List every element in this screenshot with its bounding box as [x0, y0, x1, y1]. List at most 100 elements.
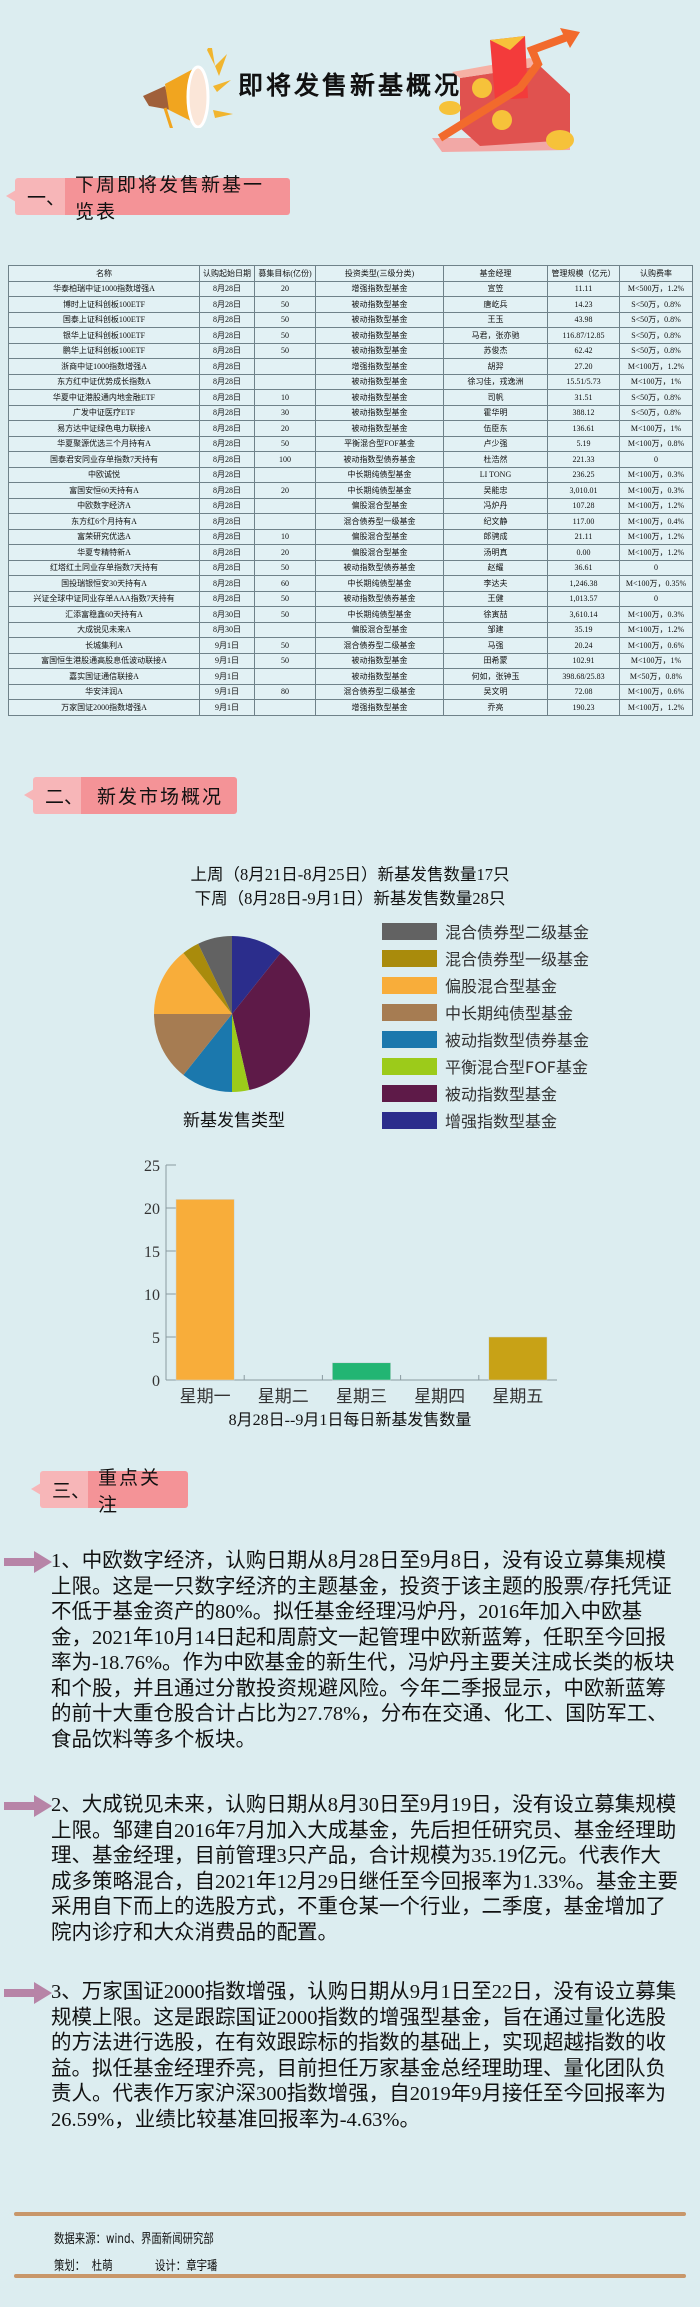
table-row: 博时上证科创板100ETF 8月28日 50 被动指数型基金 唐屹兵 14.23 S<50万… — [8, 296, 693, 313]
planner-credit: 策划： 杜萌 — [54, 2259, 113, 2274]
pie-slice — [198, 936, 232, 1014]
table-cell: 100 — [254, 451, 316, 468]
table-cell: 中欧诚悦 — [8, 466, 200, 483]
table-cell: 中长期纯债型基金 — [315, 575, 444, 592]
table-cell: M<100万，0.35% — [619, 575, 693, 592]
table-row: 华泰柏瑞中证1000指数增强A 8月28日 20 增强指数型基金 宣笠 11.11 M<50… — [8, 280, 693, 297]
table-row: 兴证全球中证同业存单AAA指数7天持有 8月28日 50 被动指数型债券基金 王健 1,0… — [8, 590, 693, 607]
pie-slice — [232, 1014, 250, 1092]
table-cell: 1,013.57 — [547, 590, 620, 607]
section-number: 三、 — [31, 1471, 90, 1508]
table-cell: 被动指数型基金 — [315, 296, 444, 313]
table-cell: 被动指数型基金 — [315, 342, 444, 359]
table-cell: 浙商中证1000指数增强A — [8, 358, 200, 375]
next-week-count: 下周（8月28日-9月1日）新基发售数量28只 — [194, 889, 506, 908]
section-label: 下周即将发售新基一览表 — [65, 174, 290, 223]
table-cell: 宣笠 — [443, 280, 548, 297]
table-cell: 被动指数型基金 — [315, 420, 444, 437]
table-cell: 偏股混合型基金 — [315, 621, 444, 638]
bar — [175, 1199, 235, 1381]
pie-slice — [154, 953, 232, 1014]
table-cell: M<100万，1% — [619, 420, 693, 437]
megaphone-icon — [143, 48, 233, 128]
last-week-count: 上周（8月21日-8月25日）新基发售数量17只 — [190, 865, 510, 884]
column-header: 募集目标(亿份) — [254, 265, 316, 282]
table-cell: 8月28日 — [199, 280, 255, 297]
table-cell: 平衡混合型FOF基金 — [315, 435, 444, 452]
legend-item: 增强指数型基金 — [382, 1110, 557, 1131]
table-cell: 被动指数型债券基金 — [315, 451, 444, 468]
table-cell: 中欧数字经济A — [8, 497, 200, 514]
column-header: 基金经理 — [443, 265, 548, 282]
table-cell: 43.98 — [547, 311, 620, 328]
money-box-illustration — [432, 28, 580, 152]
table-cell: M<100万，0.4% — [619, 513, 693, 530]
table-cell — [254, 466, 316, 483]
table-cell: 东方红6个月持有A — [8, 513, 200, 530]
table-row: 富国恒生港股通高股息低波动联接A 9月1日 50 被动指数型基金 田希蒙 102.91 M<… — [8, 652, 693, 669]
table-cell: 被动指数型债券基金 — [315, 559, 444, 576]
table-cell: 117.00 — [547, 513, 620, 530]
table-row: 华安沣润A 9月1日 80 混合债券型二级基金 吴文明 72.08 M<100万，0.6% — [8, 683, 693, 700]
table-cell: M<500万，1.2% — [619, 280, 693, 297]
table-cell: 20 — [254, 280, 316, 297]
table-cell: 20 — [254, 482, 316, 499]
table-cell: 21.11 — [547, 528, 620, 545]
table-cell: 8月28日 — [199, 358, 255, 375]
table-cell: 107.28 — [547, 497, 620, 514]
table-cell: 0 — [619, 451, 693, 468]
table-row: 国投瑞银恒安30天持有A 8月28日 60 中长期纯债型基金 李达夫 1,246.38 M<… — [8, 575, 693, 592]
y-tick-label: 20 — [144, 1201, 160, 1218]
table-cell: 221.33 — [547, 451, 620, 468]
table-cell: 11.11 — [547, 280, 620, 297]
table-cell: 9月1日 — [199, 699, 255, 716]
x-tick-label: 星期二 — [258, 1387, 309, 1407]
table-cell: 博时上证科创板100ETF — [8, 296, 200, 313]
table-cell: 8月28日 — [199, 590, 255, 607]
table-cell: M<100万，0.3% — [619, 482, 693, 499]
table-cell: 中长期纯债型基金 — [315, 606, 444, 623]
pie-slice — [183, 943, 232, 1014]
table-cell: 8月30日 — [199, 606, 255, 623]
legend-label: 混合债券型二级基金 — [445, 923, 590, 942]
table-cell: 8月28日 — [199, 513, 255, 530]
table-cell: 鹏华上证科创板100ETF — [8, 342, 200, 359]
table-cell: 汇添富稳鑫60天持有A — [8, 606, 200, 623]
table-cell: 银华上证科创板100ETF — [8, 327, 200, 344]
table-cell: 50 — [254, 435, 316, 452]
table-cell: 华夏中证港股通内地金融ETF — [8, 389, 200, 406]
column-header: 认购费率 — [619, 265, 693, 282]
table-cell: 赵耀 — [443, 559, 548, 576]
table-row: 易方达中证绿色电力联接A 8月28日 20 被动指数型基金 伍臣东 136.61 M<100… — [8, 420, 693, 437]
legend-swatch — [382, 1111, 437, 1129]
table-cell: 8月28日 — [199, 296, 255, 313]
table-cell: M<50万，0.8% — [619, 668, 693, 685]
focus-item-2: 2、大成锐见未来，认购日期从8月30日至9月19日，没有设立募集规模上限。邹建自… — [51, 1794, 678, 1944]
table-cell — [254, 497, 316, 514]
table-cell: 136.61 — [547, 420, 620, 437]
legend-item: 被动指数型基金 — [382, 1083, 557, 1104]
table-cell: 霍华明 — [443, 404, 548, 421]
table-cell: 50 — [254, 559, 316, 576]
table-cell: 混合债券型二级基金 — [315, 637, 444, 654]
table-cell: 50 — [254, 606, 316, 623]
table-row: 鹏华上证科创板100ETF 8月28日 50 被动指数型基金 苏俊杰 62.42 S<50万… — [8, 342, 693, 359]
table-row: 广发中证医疗ETF 8月28日 30 被动指数型基金 霍华明 388.12 S<50万，0.… — [8, 404, 693, 421]
column-header: 投资类型(三级分类) — [315, 265, 444, 282]
table-cell: 8月28日 — [199, 575, 255, 592]
table-cell: 广发中证医疗ETF — [8, 404, 200, 421]
column-header: 管理规模（亿元） — [547, 265, 620, 282]
table-row: 东方红中证优势成长指数A 8月28日 被动指数型基金 徐习佳，戎逸洲 15.51/5.7… — [8, 373, 693, 390]
table-cell: 富荣研究优选A — [8, 528, 200, 545]
table-cell: 汤明真 — [443, 544, 548, 561]
section-label: 重点关注 — [88, 1467, 188, 1516]
table-cell: M<100万，1.2% — [619, 497, 693, 514]
table-cell — [254, 699, 316, 716]
table-cell: 东方红中证优势成长指数A — [8, 373, 200, 390]
footer-divider — [14, 2274, 686, 2278]
new-fund-table: 名称 认购起始日期 募集目标(亿份) 投资类型(三级分类) 基金经理 管理规模（亿元） 认购… — [8, 265, 693, 716]
table-cell: 50 — [254, 652, 316, 669]
table-cell: 72.08 — [547, 683, 620, 700]
table-cell: 被动指数型基金 — [315, 373, 444, 390]
focus-item-1: 1、中欧数字经济，认购日期从8月28日至9月8日，没有设立募集规模上限。这是一只… — [51, 1550, 675, 1751]
